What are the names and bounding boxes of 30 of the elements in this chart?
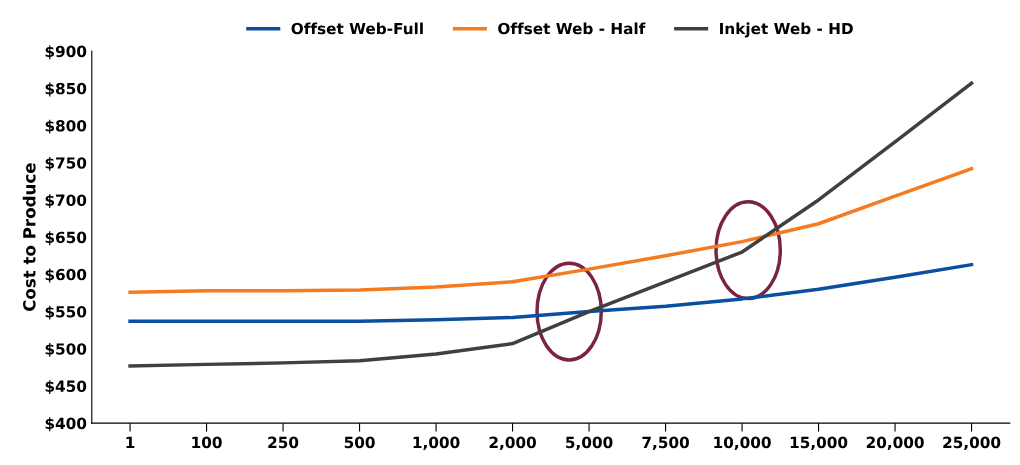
line-series — [128, 262, 974, 323]
y-tick-label: $400 — [45, 417, 87, 432]
x-tick-label: 15,000 — [790, 436, 848, 451]
y-tick-label: $900 — [45, 45, 87, 60]
y-tick-label: $500 — [45, 342, 87, 357]
x-tick-label: 5,000 — [566, 436, 613, 451]
legend-label: Offset Web - Half — [498, 22, 646, 35]
line-series — [128, 166, 974, 294]
y-axis-title: Cost to Produce — [22, 163, 36, 312]
x-tick-label: 250 — [268, 436, 299, 449]
x-tick-label: 1,000 — [413, 436, 460, 451]
x-tick-label: 1 — [126, 436, 135, 448]
legend-label: Offset Web-Full — [291, 22, 423, 35]
x-tick-label: 500 — [344, 436, 375, 449]
y-tick-label: $850 — [45, 82, 87, 97]
y-tick-label: $700 — [45, 194, 87, 208]
x-tick-label: 20,000 — [866, 436, 924, 451]
x-tick-label: 10,000 — [714, 436, 771, 451]
y-tick-label: $550 — [45, 305, 87, 320]
y-tick-label: $450 — [45, 380, 87, 394]
y-tick-label: $800 — [45, 119, 87, 134]
x-tick-label: 25,000 — [943, 436, 1001, 451]
y-tick-label: $750 — [45, 156, 87, 171]
x-tick-label: 7,500 — [642, 436, 689, 451]
x-tick-label: 2,000 — [489, 436, 536, 451]
x-tick-label: 100 — [192, 436, 222, 449]
legend-label: Inkjet Web - HD — [720, 22, 853, 38]
line-series — [128, 81, 974, 368]
y-tick-label: $600 — [45, 268, 87, 283]
y-tick-label: $650 — [45, 231, 87, 246]
